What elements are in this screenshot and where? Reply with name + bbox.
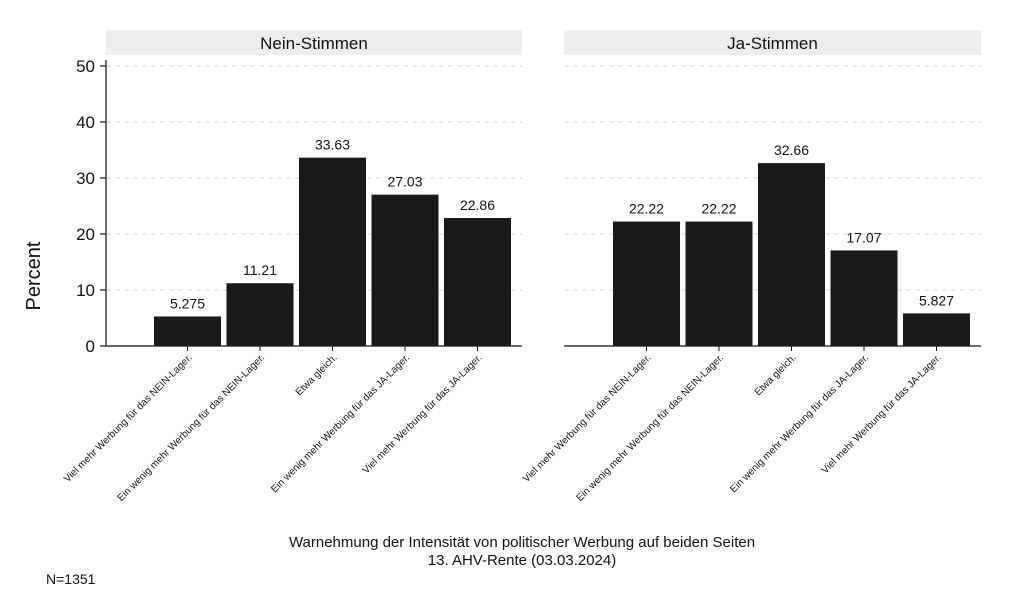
panel-strip [106,30,522,55]
bar-value-label: 32.66 [774,142,809,158]
bar [444,217,511,346]
x-tick-label: Ein wenig mehr Werbung für das NEIN-Lage… [575,352,726,503]
bar [371,194,439,346]
bar [154,316,221,346]
panel-1: Nein-Stimmen 0 10 20 30 40 50 5.275 Viel mehr We… [62,30,522,504]
y-tick-label: 0 [86,337,95,356]
sample-size-note: N=1351 [46,571,96,587]
bar-value-label: 5.275 [170,295,205,311]
x-tick-label: Viel mehr Werbung für das JA-Lager. [361,352,485,476]
y-tick-label: 30 [76,169,95,188]
x-tick-label: Viel mehr Werbung für das NEIN-Lager. [521,352,654,485]
bar-value-label: 22.86 [460,197,495,213]
panel-title: Ja-Stimmen [727,34,818,53]
x-tick-label: Viel mehr Werbung für das NEIN-Lager. [62,352,195,485]
x-tick-label: Ein wenig mehr Werbung für das NEIN-Lage… [116,352,267,503]
caption-line-2: 13. AHV-Rente (03.03.2024) [428,552,616,569]
bar [758,163,825,346]
bar [613,221,680,346]
x-tick-label: Viel mehr Werbung für das JA-Lager. [820,352,944,476]
caption-line-1: Warnehmung der Intensität von politische… [289,534,755,551]
bar [830,250,898,346]
y-tick-label: 40 [76,113,95,132]
x-tick-label: Ein wenig mehr Werbung für das JA-Lager. [728,352,871,495]
y-tick-label: 10 [76,281,95,300]
x-tick-label: Ein wenig mehr Werbung für das JA-Lager. [269,352,412,495]
bar [903,313,970,346]
bar-value-label: 17.07 [846,229,881,245]
bar [685,221,753,346]
x-tick-label: Etwa gleich. [294,352,340,398]
panels: Nein-Stimmen 0 10 20 30 40 50 5.275 Viel mehr We… [62,30,981,504]
bar-value-label: 5.827 [919,292,954,308]
bar-value-label: 27.03 [387,174,422,190]
panel-title: Nein-Stimmen [260,34,368,53]
panel-strip [564,30,981,55]
y-tick-label: 20 [76,225,95,244]
y-tick-label: 50 [76,57,95,76]
panel-2: Ja-Stimmen 22.22 Viel mehr Werbung für das… [521,30,981,504]
bar-value-label: 33.63 [315,137,350,153]
bar-value-label: 11.21 [243,262,277,278]
y-axis-label: Percent [23,241,45,310]
bar [299,157,366,346]
x-tick-label: Etwa gleich. [753,352,799,398]
bar [226,283,294,346]
bar-value-label: 22.22 [629,201,664,217]
bar-value-label: 22.22 [701,201,736,217]
